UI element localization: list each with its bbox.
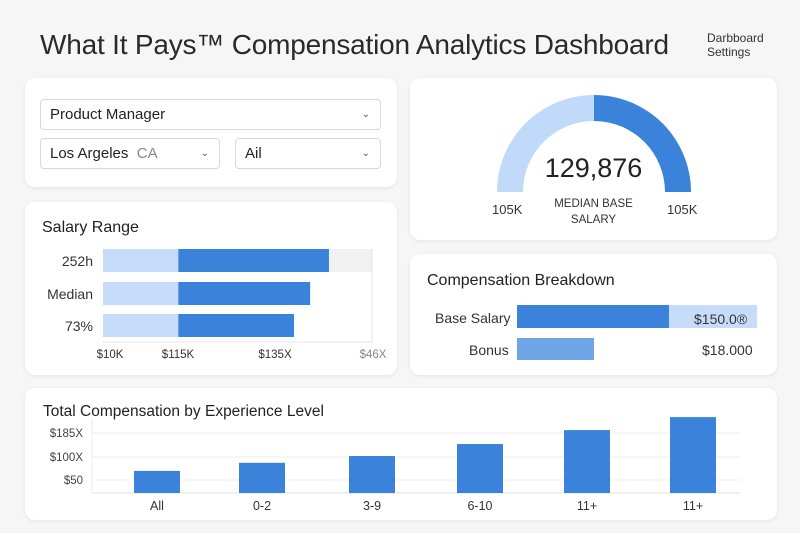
bonus-bar xyxy=(517,338,594,360)
gauge-label: MEDIAN BASE SALARY xyxy=(410,196,777,228)
y-tick-label: $100X xyxy=(50,452,84,464)
location-value: Los Argeles xyxy=(50,145,129,162)
page-title: What It Pays™ Compensation Analytics Das… xyxy=(40,29,669,60)
bar xyxy=(670,417,716,493)
role-value: Product Manager xyxy=(50,106,166,123)
y-tick-label: $185X xyxy=(50,428,84,440)
gauge-value: 129,876 xyxy=(544,153,643,183)
range-bar-low xyxy=(103,314,179,337)
level-value: Ail xyxy=(245,145,262,162)
bar xyxy=(457,444,503,493)
range-tick-label: $46X xyxy=(360,349,387,361)
base-salary-bar xyxy=(517,305,669,328)
gauge-fill xyxy=(594,95,691,192)
bonus-label: Bonus xyxy=(469,342,509,358)
breakdown-title: Compensation Breakdown xyxy=(427,272,615,289)
salary-range-chart: 252h Median 73% $10K $115K $135X $46X xyxy=(47,249,387,361)
x-tick-label: 0-2 xyxy=(253,499,271,513)
range-row-label: 73% xyxy=(65,318,93,334)
chevron-down-icon: ⌄ xyxy=(200,148,209,159)
experience-chart-title: Total Compensation by Experience Level xyxy=(43,403,324,420)
range-tick-label: $10K xyxy=(97,349,124,361)
gauge-track xyxy=(497,95,594,192)
range-tick-label: $135X xyxy=(258,349,292,361)
chevron-down-icon: ⌄ xyxy=(361,109,370,120)
range-bar-low xyxy=(103,249,179,272)
compensation-breakdown-card: Compensation Breakdown Base Salary $150.… xyxy=(410,254,777,375)
settings-line-2: Settings xyxy=(707,45,751,59)
role-select[interactable]: Product Manager ⌄ xyxy=(40,99,381,130)
range-row-label: 252h xyxy=(62,253,93,269)
bar xyxy=(134,470,180,493)
bar xyxy=(564,430,610,493)
bar xyxy=(349,456,395,493)
gauge-min-label: 105K xyxy=(492,202,523,217)
settings-line-1: Darbboard xyxy=(707,31,764,45)
filters-card: Product Manager ⌄ Los Argeles CA ⌄ Ail ⌄ xyxy=(25,78,397,187)
x-tick-label: All xyxy=(150,499,164,513)
experience-chart-card: Total Compensation by Experience Level $… xyxy=(25,388,777,520)
median-salary-card: 129,876 MEDIAN BASE SALARY 105K 105K xyxy=(410,78,777,240)
x-tick-label: 3-9 xyxy=(363,499,381,513)
range-row-label: Median xyxy=(47,286,93,302)
range-tick-label: $115K xyxy=(162,349,195,361)
range-bar-low xyxy=(103,282,179,305)
location-select[interactable]: Los Argeles CA ⌄ xyxy=(40,138,220,169)
experience-bar-chart: $185X $100X $50 All 0-2 3-9 6-10 11+ 11+ xyxy=(50,417,740,513)
salary-range-title: Salary Range xyxy=(42,219,139,236)
chevron-down-icon: ⌄ xyxy=(361,148,370,159)
base-salary-value: $150.0® xyxy=(694,311,748,327)
range-bar-high xyxy=(178,249,329,272)
location-state: CA xyxy=(136,145,158,162)
gauge-label-line1: MEDIAN BASE xyxy=(554,198,633,210)
x-tick-label: 6-10 xyxy=(467,499,492,513)
base-salary-label: Base Salary xyxy=(435,310,511,326)
median-salary-gauge xyxy=(497,95,691,192)
bonus-value: $18.000 xyxy=(702,342,753,358)
bar xyxy=(239,462,285,493)
y-tick-label: $50 xyxy=(64,475,83,487)
range-bar-high xyxy=(178,314,294,337)
range-bar-high xyxy=(178,282,311,305)
gauge-label-line2: SALARY xyxy=(570,214,617,226)
x-tick-label: 11+ xyxy=(577,499,597,513)
gauge-max-label: 105K xyxy=(667,202,698,217)
level-select[interactable]: Ail ⌄ xyxy=(235,138,381,169)
x-tick-label: 11+ xyxy=(683,499,703,513)
salary-range-card: Salary Range 252h Median 73% $10K $115K $135X… xyxy=(25,202,397,375)
dashboard-settings-link[interactable]: Darbboard Settings xyxy=(707,31,764,59)
